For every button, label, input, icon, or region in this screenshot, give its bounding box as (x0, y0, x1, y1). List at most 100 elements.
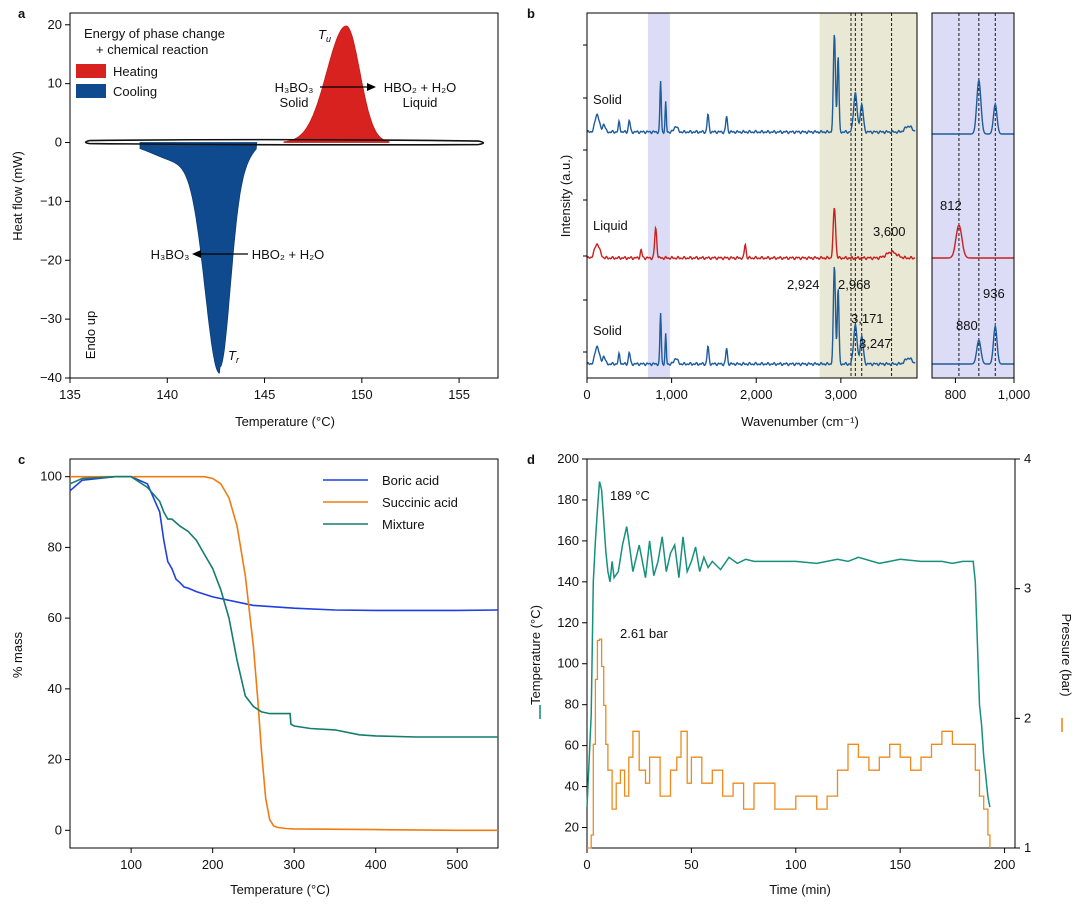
ytick-label-c: 80 (48, 539, 62, 554)
legend-title-a-1: Energy of phase change (84, 26, 225, 41)
tick-group-d: 0 50 100 150 200 20 40 60 80 100 120 140 160 180 200 1 2… (557, 451, 1031, 872)
xtick-label-d: 50 (684, 857, 698, 872)
trace-label-liquid: Liquid (593, 218, 628, 233)
legend-label-heating: Heating (113, 64, 158, 79)
legend-swatch-cooling (76, 84, 106, 98)
ytick-label-a: −30 (40, 311, 62, 326)
tu-label: Tu (318, 27, 331, 44)
xtick-label-c: 400 (365, 857, 387, 872)
xlabel-d: Time (min) (769, 882, 831, 897)
plot-area-d (586, 481, 991, 849)
ytick-label-d-right: 1 (1024, 840, 1031, 855)
xtick-label-a: 135 (59, 387, 81, 402)
ytick-label-d-left: 60 (565, 738, 579, 753)
ytick-label-d-left: 200 (557, 451, 579, 466)
trace-label-solid-top: Solid (593, 92, 622, 107)
spectrum-zoom-solid-bottom (932, 323, 1014, 365)
plot-area-c (69, 475, 499, 832)
ytick-label-c: 0 (55, 822, 62, 837)
endo-up-label: Endo up (83, 311, 98, 359)
ytick-label-d-left: 160 (557, 533, 579, 548)
axes-frame-a (69, 12, 499, 379)
panel-label-a: a (18, 6, 26, 21)
ytick-label-d-left: 120 (557, 615, 579, 630)
ytick-label-d-left: 100 (557, 656, 579, 671)
ylabel-b: Intensity (a.u.) (558, 155, 573, 237)
xtick-label-b: 3,000 (825, 387, 858, 402)
panel-label-b: b (527, 6, 535, 21)
cooling-product: H₃BO₃ (151, 247, 190, 262)
ytick-label-d-left: 140 (557, 574, 579, 589)
tick-group-a: 135 140 145 150 155 20 10 0 −10 −20 −30 −40 (40, 17, 470, 402)
peak-label-936: 936 (983, 286, 1005, 301)
spectrum-liquid (586, 207, 916, 261)
series-succinic-acid (70, 475, 498, 832)
ytick-label-c: 40 (48, 681, 62, 696)
cooling-arrowhead (192, 250, 201, 258)
panel-a: a 135 140 145 150 155 20 10 0 −10 −20 −30 −40 Tempe… (10, 6, 499, 429)
xtick-label-a: 150 (351, 387, 373, 402)
axes-frame-c (69, 458, 499, 849)
ytick-label-a: 20 (48, 17, 62, 32)
ytick-label-a: 10 (48, 76, 62, 91)
peak-label-2924: 2,924 (787, 277, 820, 292)
ytick-label-a: −40 (40, 370, 62, 385)
xtick-label-b: 1,000 (655, 387, 688, 402)
xtick-label-a: 155 (448, 387, 470, 402)
axes-frame-b-zoom (931, 12, 1015, 379)
peak-label-2968: 2,968 (838, 277, 871, 292)
heating-product: HBO₂ + H₂O (384, 80, 457, 95)
plot-area-b (586, 13, 1014, 378)
ytick-label-c: 100 (40, 469, 62, 484)
heating-reactant-phase: Solid (280, 95, 309, 110)
xtick-label-c: 300 (283, 857, 305, 872)
peak-label-812: 812 (940, 198, 962, 213)
xtick-label-b: 2,000 (740, 387, 773, 402)
ytick-label-c: 20 (48, 752, 62, 767)
xtick-label-b-zoom: 1,000 (998, 387, 1031, 402)
legend-label-boric: Boric acid (382, 473, 439, 488)
plot-area-a (84, 25, 485, 374)
peak-label-3600: 3,600 (873, 224, 906, 239)
axes-frame-b-main (586, 12, 918, 379)
peak-label-3247: 3,247 (859, 336, 892, 351)
heating-peak (283, 25, 390, 143)
ylabel-a: Heat flow (mW) (10, 151, 25, 241)
tick-group-b: 0 1,000 2,000 3,000 800 1,000 (583, 44, 1031, 402)
xlabel-a: Temperature (°C) (235, 414, 335, 429)
band-zoom (932, 13, 1014, 378)
legend-label-cooling: Cooling (113, 84, 157, 99)
xtick-label-b: 0 (583, 387, 590, 402)
ytick-label-a: 0 (55, 135, 62, 150)
spectrum-zoom-solid-top (932, 79, 1014, 135)
series-temperature (586, 481, 991, 808)
ylabel-c: % mass (10, 631, 25, 678)
panel-b: b 0 1,000 2,000 3,000 800 1,000 Wavenumber (c… (527, 6, 1030, 429)
annotation-peak-temperature: 189 °C (610, 488, 650, 503)
xtick-label-d: 0 (583, 857, 590, 872)
xlabel-c: Temperature (°C) (230, 882, 330, 897)
xtick-label-d: 200 (994, 857, 1016, 872)
xtick-label-c: 200 (202, 857, 224, 872)
cooling-reactant: HBO₂ + H₂O (252, 247, 325, 262)
legend-title-a-2: + chemical reaction (96, 42, 208, 57)
legend-label-mixture: Mixture (382, 517, 425, 532)
xtick-label-a: 145 (254, 387, 276, 402)
baseline-loop (84, 138, 485, 146)
legend-label-succinic: Succinic acid (382, 495, 458, 510)
xlabel-b: Wavenumber (cm⁻¹) (741, 414, 859, 429)
ytick-label-d-left: 40 (565, 779, 579, 794)
xtick-label-c: 100 (120, 857, 142, 872)
panel-d: d 0 50 100 150 200 20 40 60 80 100 120 140 160 180 200… (527, 451, 1074, 897)
ytick-label-a: −20 (40, 252, 62, 267)
ytick-label-d-left: 20 (565, 820, 579, 835)
xtick-label-b-zoom: 800 (945, 387, 967, 402)
xtick-label-c: 500 (446, 857, 468, 872)
ylabel-d-right: Pressure (bar) (1059, 613, 1074, 696)
spectrum-zoom-liquid (932, 223, 1014, 259)
spectrum-solid-bottom (586, 266, 916, 367)
legend-swatch-heating (76, 64, 106, 78)
series-mixture (69, 475, 498, 738)
xtick-label-d: 100 (785, 857, 807, 872)
ytick-label-a: −10 (40, 193, 62, 208)
